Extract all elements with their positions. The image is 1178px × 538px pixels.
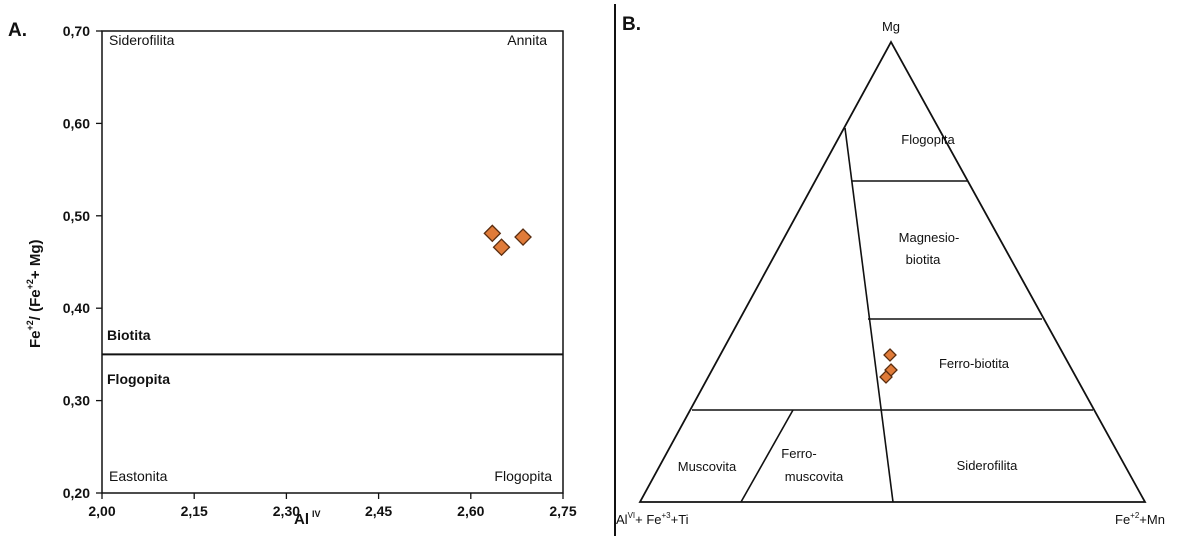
y-axis-title: Fe+2/ (Fe+2+ Mg)	[25, 240, 44, 348]
field-label-flogopita: Flogopita	[107, 371, 170, 387]
y-tick-label: 0,30	[63, 393, 90, 409]
x-tick-label: 2,30	[273, 503, 300, 519]
corner-label-eastonita: Eastonita	[109, 468, 168, 484]
ternary-data-points	[879, 348, 898, 384]
y-axis: 0,20 0,30 0,40 0,50 0,60 0,70	[63, 23, 102, 501]
x-tick-label: 2,75	[549, 503, 576, 519]
panel-b: B. Mg AlVI+ Fe+3+Ti Fe+2+Mn Flogopita Ma…	[616, 14, 1165, 527]
region-label-magnesio-line1: Magnesio-	[899, 230, 960, 245]
y-tick-label: 0,40	[63, 300, 90, 316]
region-label-magnesio-line2: biotita	[906, 252, 941, 267]
corner-label-flogopita: Flogopita	[494, 468, 552, 484]
ternary-triangle	[638, 40, 1147, 503]
data-point	[514, 228, 532, 246]
region-label-flogopita: Flogopita	[901, 132, 955, 147]
field-label-biotita: Biotita	[107, 327, 151, 343]
x-tick-label: 2,45	[365, 503, 392, 519]
panel-a-letter: A.	[8, 20, 27, 41]
x-tick-label: 2,00	[88, 503, 115, 519]
y-tick-label: 0,70	[63, 23, 90, 39]
corner-label-siderofilita: Siderofilita	[109, 32, 175, 48]
region-label-ferro-muscovita-line1: Ferro-	[781, 446, 816, 461]
region-label-ferro-biotita: Ferro-biotita	[939, 356, 1010, 371]
x-tick-label: 2,60	[457, 503, 484, 519]
region-label-muscovita: Muscovita	[678, 459, 737, 474]
data-points	[483, 224, 532, 257]
corner-label-annita: Annita	[507, 32, 547, 48]
region-label-siderofilita: Siderofilita	[957, 458, 1018, 473]
vertex-label-mg: Mg	[882, 19, 900, 34]
ternary-data-point	[883, 348, 897, 362]
ternary-data-point	[879, 370, 893, 384]
vertex-label-al-fe-ti: AlVI+ Fe+3+Ti	[616, 511, 689, 527]
y-tick-label: 0,20	[63, 485, 90, 501]
panel-b-letter: B.	[622, 14, 641, 35]
data-point	[483, 224, 502, 243]
panel-a: A. 0,20 0,30 0,40 0,50 0,60 0,70 2,00 2,15 2,30…	[8, 20, 577, 528]
boundary-muscovita-ferro	[740, 409, 794, 503]
boundary-biotite-muscovite	[844, 127, 894, 503]
x-tick-label: 2,15	[181, 503, 208, 519]
vertex-label-fe-mn: Fe+2+Mn	[1115, 511, 1165, 527]
x-axis-title: Al IV	[294, 509, 321, 528]
region-label-ferro-muscovita-line2: muscovita	[785, 469, 844, 484]
y-tick-label: 0,50	[63, 208, 90, 224]
data-point	[492, 238, 511, 257]
plot-frame	[101, 30, 564, 494]
x-axis: 2,00 2,15 2,30 2,45 2,60 2,75	[88, 493, 577, 519]
y-tick-label: 0,60	[63, 115, 90, 131]
